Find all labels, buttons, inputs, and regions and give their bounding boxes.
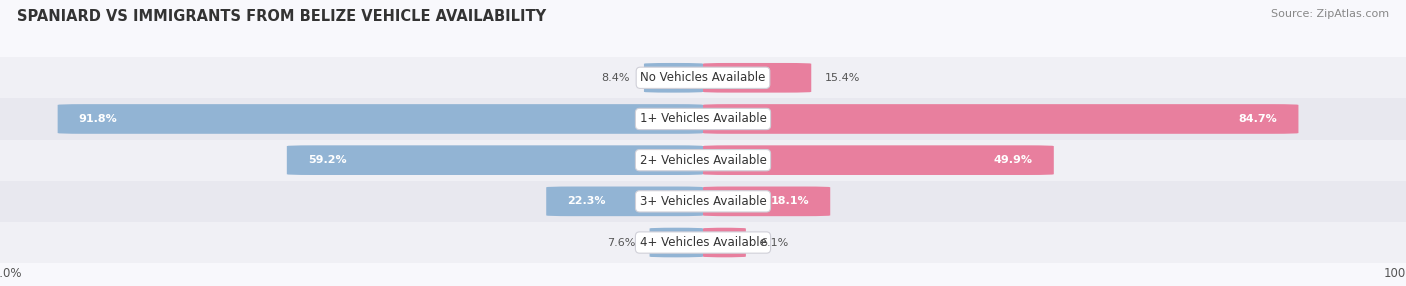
FancyBboxPatch shape (703, 228, 745, 257)
FancyBboxPatch shape (0, 222, 1406, 263)
Text: 15.4%: 15.4% (825, 73, 860, 83)
FancyBboxPatch shape (546, 186, 703, 216)
Text: 22.3%: 22.3% (568, 196, 606, 206)
Text: 3+ Vehicles Available: 3+ Vehicles Available (640, 195, 766, 208)
FancyBboxPatch shape (287, 145, 703, 175)
FancyBboxPatch shape (58, 104, 703, 134)
FancyBboxPatch shape (0, 140, 1406, 181)
FancyBboxPatch shape (0, 98, 1406, 140)
FancyBboxPatch shape (644, 63, 703, 93)
Text: 91.8%: 91.8% (79, 114, 118, 124)
Text: 49.9%: 49.9% (994, 155, 1033, 165)
Text: 1+ Vehicles Available: 1+ Vehicles Available (640, 112, 766, 126)
Text: 2+ Vehicles Available: 2+ Vehicles Available (640, 154, 766, 167)
FancyBboxPatch shape (650, 228, 703, 257)
Text: Source: ZipAtlas.com: Source: ZipAtlas.com (1271, 9, 1389, 19)
FancyBboxPatch shape (0, 57, 1406, 98)
Text: 7.6%: 7.6% (607, 238, 636, 247)
Text: 4+ Vehicles Available: 4+ Vehicles Available (640, 236, 766, 249)
FancyBboxPatch shape (0, 181, 1406, 222)
FancyBboxPatch shape (703, 186, 830, 216)
Text: 8.4%: 8.4% (602, 73, 630, 83)
Text: 59.2%: 59.2% (308, 155, 346, 165)
Text: 84.7%: 84.7% (1239, 114, 1277, 124)
Text: 18.1%: 18.1% (770, 196, 810, 206)
FancyBboxPatch shape (703, 145, 1054, 175)
FancyBboxPatch shape (703, 104, 1299, 134)
Text: SPANIARD VS IMMIGRANTS FROM BELIZE VEHICLE AVAILABILITY: SPANIARD VS IMMIGRANTS FROM BELIZE VEHIC… (17, 9, 546, 23)
Text: No Vehicles Available: No Vehicles Available (640, 71, 766, 84)
Text: 6.1%: 6.1% (759, 238, 789, 247)
FancyBboxPatch shape (703, 63, 811, 93)
